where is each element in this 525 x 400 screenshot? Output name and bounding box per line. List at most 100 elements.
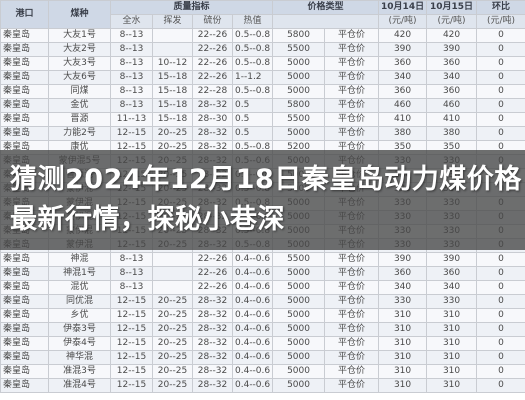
table-body: 秦皇岛 大友1号 8--13 22--26 0.5--0.8 5800 平仓价 420 420 0… <box>0 28 525 393</box>
table-cell: 秦皇岛 <box>0 252 49 267</box>
table-cell: 0 <box>476 28 525 43</box>
table-row: 秦皇岛 混优 8--13 22--26 0.4--0.6 5000 平仓价 340 340 0 <box>0 280 525 295</box>
table-row: 秦皇岛 大友1号 8--13 22--26 0.5--0.8 5800 平仓价 420 420 0 <box>0 28 525 43</box>
table-cell: 平仓价 <box>324 112 380 127</box>
header-quality: 质量指标 <box>109 0 274 15</box>
table-cell: 5000 <box>272 84 326 99</box>
table-cell: 28--32 <box>192 126 233 141</box>
table-cell: 0 <box>476 266 525 281</box>
table-cell: 秦皇岛 <box>0 308 49 323</box>
table-cell: 0 <box>476 336 525 351</box>
table-cell: 平仓价 <box>324 378 380 393</box>
table-cell: 平仓价 <box>324 56 380 71</box>
table-cell: 8--13 <box>110 266 153 281</box>
table-cell: 0 <box>476 42 525 57</box>
table-cell: 28--32 <box>192 98 233 113</box>
table-cell: 0 <box>476 252 525 267</box>
table-cell: 380 <box>378 126 428 141</box>
table-cell: 0 <box>476 378 525 393</box>
table-cell: 0.4--0.6 <box>231 280 274 295</box>
table-cell: 0.4--0.6 <box>231 364 274 379</box>
table-cell: 20--25 <box>152 350 193 365</box>
table-cell: 310 <box>426 378 478 393</box>
table-cell: 力能2号 <box>48 126 111 141</box>
table-cell: 同煤 <box>48 84 111 99</box>
table-cell: 秦皇岛 <box>0 364 49 379</box>
table-cell: 0.5--0.8 <box>231 84 274 99</box>
article-title: 猜测2024年12月18日秦皇岛动力煤价格最新行情，探秘小巷深 <box>10 164 522 235</box>
table-cell: 310 <box>426 308 478 323</box>
table-cell: 390 <box>378 252 428 267</box>
table-cell: 340 <box>426 280 478 295</box>
table-cell: 秦皇岛 <box>0 378 49 393</box>
table-cell: 12--15 <box>110 364 153 379</box>
table-cell: 0 <box>476 126 525 141</box>
table-cell: 22--26 <box>192 56 233 71</box>
header-unit-1: (元/吨) <box>378 14 428 29</box>
table-cell: 5000 <box>272 322 326 337</box>
table-cell: 22--26 <box>192 70 233 85</box>
table-cell: 410 <box>378 112 428 127</box>
table-cell: 平仓价 <box>324 336 380 351</box>
table-cell: 460 <box>378 98 428 113</box>
table-cell: 秦皇岛 <box>0 70 49 85</box>
table-cell: 0.4--0.6 <box>231 266 274 281</box>
title-overlay-band <box>0 150 525 250</box>
table-row: 秦皇岛 神混1号 8--13 22--26 0.4--0.6 5000 平仓价 360 360 0 <box>0 266 525 281</box>
table-cell: 平仓价 <box>324 252 380 267</box>
table-cell: 5500 <box>272 42 326 57</box>
table-cell: 秦皇岛 <box>0 350 49 365</box>
table-cell: 0.5--0.8 <box>231 42 274 57</box>
table-cell: 平仓价 <box>324 84 380 99</box>
table-row: 秦皇岛 神混 8--13 22--26 0.4--0.6 5500 平仓价 390 390 0 <box>0 252 525 267</box>
table-cell: 5000 <box>272 280 326 295</box>
table-cell: 平仓价 <box>324 308 380 323</box>
table-cell: 5000 <box>272 336 326 351</box>
table-cell: 秦皇岛 <box>0 322 49 337</box>
header-row-sub: 全水 挥发 硫份 热值 (元/吨) (元/吨) (元/吨) <box>1 14 525 29</box>
table-cell: 420 <box>378 28 428 43</box>
table-cell: 28--32 <box>192 294 233 309</box>
header-price-blank <box>272 14 380 29</box>
table-cell: 12--15 <box>110 294 153 309</box>
table-cell: 秦皇岛 <box>0 294 49 309</box>
header-volatile: 挥发 <box>152 14 193 29</box>
table-cell: 310 <box>378 336 428 351</box>
table-cell: 0 <box>476 350 525 365</box>
table-cell: 310 <box>426 350 478 365</box>
table-cell: 20--25 <box>152 308 193 323</box>
table-cell: 准混4号 <box>48 378 111 393</box>
header-coal-type: 煤种 <box>48 0 111 29</box>
table-cell: 8--13 <box>110 98 153 113</box>
table-cell: 8--13 <box>110 70 153 85</box>
table-row: 秦皇岛 准混3号 12--15 20--25 28--32 0.4--0.6 5000 平仓价… <box>0 364 525 379</box>
table-cell: 12--15 <box>110 350 153 365</box>
table-cell: 12--15 <box>110 322 153 337</box>
table-cell: 10--12 <box>152 56 193 71</box>
table-cell: 平仓价 <box>324 70 380 85</box>
table-cell: 380 <box>426 126 478 141</box>
table-row: 秦皇岛 伊泰4号 12--15 20--25 28--32 0.4--0.6 5000 平仓价… <box>0 336 525 351</box>
table-cell: 神混 <box>48 252 111 267</box>
header-unit-2: (元/吨) <box>426 14 478 29</box>
table-cell: 秦皇岛 <box>0 56 49 71</box>
table-row: 秦皇岛 神华混 12--15 20--25 28--32 0.4--0.6 5000 平仓价 3… <box>0 350 525 365</box>
table-cell: 410 <box>426 112 478 127</box>
header-sulfur: 硫份 <box>192 14 233 29</box>
table-cell: 28--32 <box>192 322 233 337</box>
header-change: 环比 <box>476 0 525 15</box>
table-cell: 360 <box>378 56 428 71</box>
header-unit-3: (元/吨) <box>476 14 525 29</box>
table-cell: 5000 <box>272 294 326 309</box>
table-cell: 22--26 <box>192 252 233 267</box>
table-cell: 平仓价 <box>324 322 380 337</box>
table-cell: 5000 <box>272 56 326 71</box>
table-cell: 28--32 <box>192 364 233 379</box>
table-cell: 平仓价 <box>324 42 380 57</box>
table-cell: 大友3号 <box>48 56 111 71</box>
table-cell: 0 <box>476 294 525 309</box>
table-cell: 0.5--0.8 <box>231 56 274 71</box>
table-cell: 310 <box>426 336 478 351</box>
table-cell: 5500 <box>272 252 326 267</box>
